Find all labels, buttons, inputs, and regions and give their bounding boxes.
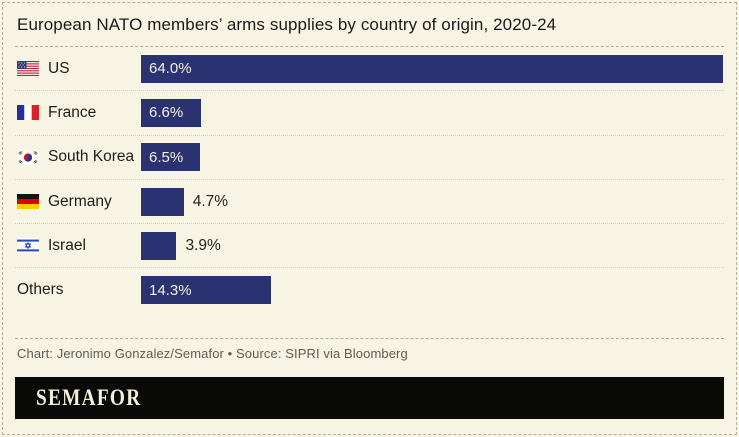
bar: 6.5% [141, 143, 201, 172]
row-label: South Korea [48, 148, 135, 166]
row-label: Others [17, 281, 64, 299]
chart-row-south-korea: South Korea 6.5% 6.5% [15, 136, 724, 180]
credit-block: Chart: Jeronimo Gonzalez/Semafor • Sourc… [15, 337, 724, 361]
bar: 6.6% [141, 98, 202, 127]
chart-row-israel: Israel 3.9% 3.9% [15, 224, 724, 269]
row-label: US [48, 59, 70, 77]
row-label: Germany [48, 192, 112, 210]
germany-flag-icon [17, 194, 39, 210]
semafor-footer-bar: SEMAFOR [15, 376, 724, 419]
bar: 3.9% [141, 231, 177, 260]
title-block: European NATO members’ arms supplies by … [15, 3, 724, 47]
row-label: Israel [48, 236, 86, 254]
bar-value: 6.6% [149, 104, 184, 122]
us-flag-icon [17, 61, 39, 77]
bar-value: 4.7% [192, 192, 229, 210]
chart-row-others: Others 14.3% 14.3% [15, 268, 724, 311]
chart-title: European NATO members’ arms supplies by … [17, 15, 557, 34]
france-flag-icon [17, 105, 39, 121]
bar: 64.0% [141, 54, 723, 83]
chart-credit: Chart: Jeronimo Gonzalez/Semafor • Sourc… [17, 345, 408, 361]
bar-value: 3.9% [185, 236, 221, 254]
chart-row-us: US 64.0% 64.0% [15, 47, 724, 92]
chart-row-france: France 6.6% 6.6% [15, 91, 724, 136]
chart-row-germany: Germany 4.7% 4.7% [15, 180, 724, 225]
bar-value: 14.3% [149, 281, 192, 299]
bar: 14.3% [141, 276, 272, 305]
semafor-logo: SEMAFOR [36, 384, 142, 410]
bar: 4.7% [141, 187, 184, 216]
row-label: France [48, 103, 97, 121]
israel-flag-icon [17, 238, 39, 254]
bar-chart: US 64.0% 64.0% France [15, 47, 724, 312]
bar-value: 6.5% [149, 148, 184, 166]
south-korea-flag-icon [17, 149, 39, 165]
bar-value: 64.0% [149, 60, 192, 78]
